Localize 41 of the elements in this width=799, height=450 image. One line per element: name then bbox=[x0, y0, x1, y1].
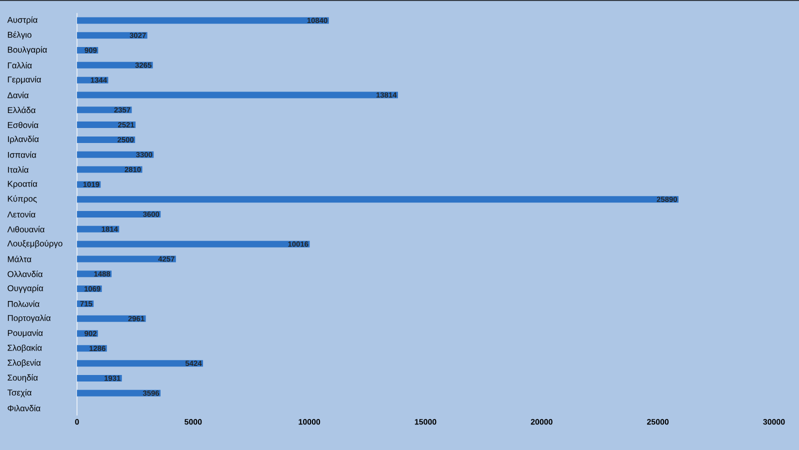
y-tick-label: Κροατία bbox=[8, 180, 38, 188]
y-tick-label: Ελλάδα bbox=[8, 106, 36, 114]
bar bbox=[77, 151, 154, 158]
y-tick-label: Πολωνία bbox=[8, 300, 40, 307]
y-tick-label: Σουηδία bbox=[8, 374, 38, 382]
bar bbox=[77, 17, 329, 24]
bar bbox=[77, 196, 679, 203]
y-tick-label: Ολλανδία bbox=[8, 270, 43, 278]
y-tick-label: Γαλλία bbox=[8, 62, 32, 68]
y-tick-label: Κύπρος bbox=[8, 195, 37, 204]
bar bbox=[77, 32, 148, 39]
bar bbox=[77, 360, 204, 367]
y-tick-label: Βέλγιο bbox=[8, 31, 32, 40]
bar bbox=[77, 256, 176, 262]
y-tick-label: Μάλτα bbox=[8, 256, 32, 262]
y-tick-label: Εσθονία bbox=[8, 122, 38, 128]
y-tick-label: Ιταλία bbox=[8, 166, 29, 173]
bar bbox=[77, 62, 153, 68]
y-tick-label: Ρουμανία bbox=[8, 330, 43, 338]
bar bbox=[77, 240, 310, 248]
y-tick-label: Ιρλανδία bbox=[8, 136, 39, 144]
y-tick-label: Φιλανδία bbox=[8, 404, 40, 412]
y-tick-label: Βουλγαρία bbox=[8, 46, 47, 54]
y-tick-label: Γερμανία bbox=[8, 76, 42, 84]
y-tick-label: Σλοβενία bbox=[8, 359, 41, 368]
y-tick-label: Σλοβακία bbox=[8, 344, 42, 352]
bar bbox=[77, 106, 132, 114]
bar bbox=[77, 166, 142, 173]
y-tick-label: Λετονία bbox=[7, 211, 36, 218]
y-tick-label: Τσεχία bbox=[7, 389, 32, 398]
y-tick-label: Πορτογαλία bbox=[8, 314, 51, 323]
y-tick-label: Ισπανία bbox=[8, 151, 36, 158]
y-tick-label: Λουξεμβούργο bbox=[7, 240, 62, 248]
bar bbox=[77, 315, 146, 322]
y-tick-label: Αυστρία bbox=[7, 16, 38, 25]
y-tick-label: Δανία bbox=[8, 92, 29, 98]
bar bbox=[77, 92, 398, 98]
y-tick-label: Ουγγαρία bbox=[8, 284, 44, 293]
bar bbox=[77, 390, 161, 396]
y-tick-label: Λιθουανία bbox=[7, 226, 45, 232]
bar bbox=[77, 211, 161, 218]
